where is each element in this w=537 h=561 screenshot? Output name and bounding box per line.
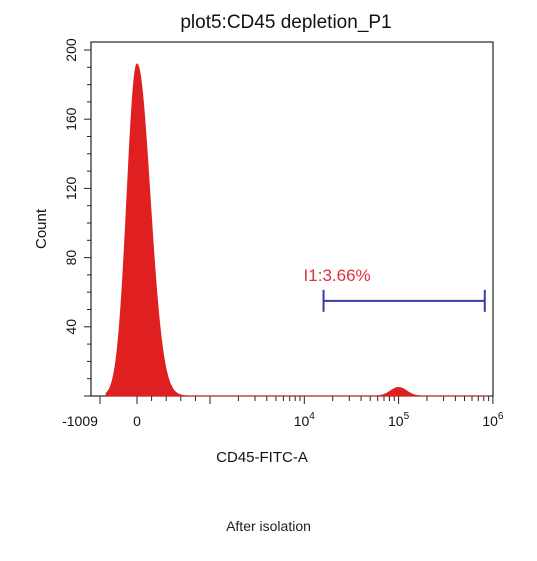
gate-label: I1:3.66% <box>304 266 371 285</box>
x-tick-label: -1009 <box>62 413 98 429</box>
chart-title: plot5:CD45 depletion_P1 <box>180 12 391 33</box>
x-tick-label: 0 <box>133 413 141 429</box>
y-tick-label: 160 <box>63 107 79 131</box>
histogram-area <box>105 63 491 397</box>
y-tick-label: 40 <box>63 319 79 335</box>
plot-area: 40 80 120 160 200 -1009 0 104 105 106 I1:3.66% <box>62 38 504 429</box>
x-axis-label: CD45-FITC-A <box>216 449 308 466</box>
figure-caption: After isolation <box>226 518 311 534</box>
y-tick-label: 200 <box>63 38 79 62</box>
histogram-chart: plot5:CD45 depletion_P1 40 80 120 160 200 -10… <box>33 12 504 466</box>
y-axis-label: Count <box>33 208 50 249</box>
x-tick-label: 104 <box>294 411 316 429</box>
y-tick-label: 120 <box>63 177 79 201</box>
x-tick-label: 105 <box>388 411 410 429</box>
y-tick-label: 80 <box>63 250 79 266</box>
x-tick-label: 106 <box>482 411 504 429</box>
